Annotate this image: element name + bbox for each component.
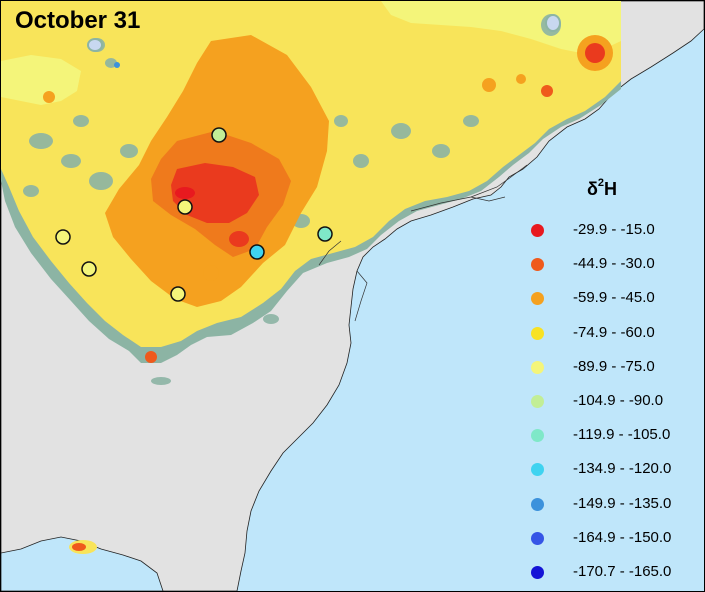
legend-swatch [531, 326, 544, 340]
surface-lake-rings [87, 14, 561, 68]
map-title: October 31 [15, 7, 141, 34]
legend-label: -44.9 - -30.0 [573, 255, 655, 273]
site-1[interactable] [211, 127, 227, 143]
legend-label: -104.9 - -90.0 [573, 392, 664, 409]
legend-swatch [531, 497, 544, 511]
legend-item: -74.9 - -60.0 [529, 324, 701, 344]
legend-item: -119.9 - -105.0 [529, 426, 701, 446]
site-3[interactable] [55, 229, 71, 245]
legend-swatch [531, 258, 544, 272]
legend-title-superscript: 2 [597, 177, 605, 189]
legend-title-symbol: δ [587, 179, 598, 199]
legend-item: -164.9 - -150.0 [529, 529, 701, 549]
legend-label: -29.9 - -15.0 [573, 221, 655, 238]
sample-sites [55, 127, 333, 302]
legend-item: -170.7 - -165.0 [529, 563, 701, 583]
surface-red-hotspot-2 [229, 231, 249, 247]
legend-label: -164.9 - -150.0 [573, 528, 672, 546]
legend-item: -134.9 - -120.0 [529, 460, 701, 480]
surface-hotspots [43, 35, 613, 363]
legend-item: -89.9 - -75.0 [529, 358, 701, 378]
legend-label: -134.9 - -120.0 [573, 460, 672, 478]
surface-pale-west [1, 55, 81, 105]
legend-swatch [531, 566, 544, 579]
surface-red-hotspot [175, 187, 195, 199]
legend-item: -149.9 - -135.0 [529, 495, 701, 515]
legend-swatch [531, 395, 544, 408]
legend-item: -59.9 - -45.0 [529, 289, 701, 309]
legend-swatch [531, 360, 544, 374]
legend-swatch [531, 292, 544, 306]
legend-label: -59.9 - -45.0 [573, 289, 655, 307]
legend-title: δ2H [587, 177, 618, 200]
legend-label: -119.9 - -105.0 [573, 426, 671, 444]
legend-swatch [531, 224, 544, 237]
legend-swatch [531, 463, 544, 477]
panhandle-core [72, 543, 86, 551]
legend-item: -104.9 - -90.0 [529, 392, 701, 412]
legend-label: -74.9 - -60.0 [573, 323, 655, 341]
site-7[interactable] [317, 226, 333, 242]
site-5[interactable] [170, 286, 186, 302]
legend-label: -149.9 - -135.0 [573, 494, 672, 512]
coastline-lines [318, 164, 528, 322]
legend-label: -170.7 - -165.0 [573, 563, 672, 580]
surface-pale-north [381, 1, 621, 55]
legend-swatch [531, 531, 544, 545]
legend-item: -29.9 - -15.0 [529, 221, 701, 241]
gulf-water [1, 536, 164, 591]
surface-red [171, 163, 259, 223]
legend-swatch [531, 429, 544, 443]
legend-label: -89.9 - -75.0 [573, 357, 655, 375]
site-2[interactable] [177, 199, 193, 215]
legend-title-element: H [604, 179, 618, 199]
site-6[interactable] [249, 244, 265, 260]
legend-item: -44.9 - -30.0 [529, 255, 701, 275]
site-4[interactable] [81, 261, 97, 277]
